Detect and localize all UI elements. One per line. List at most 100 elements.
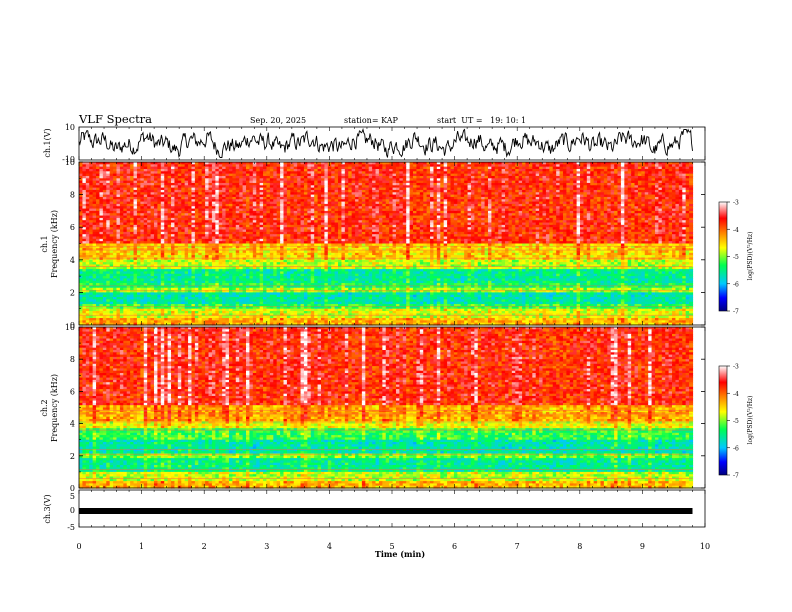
spectrogram-cell	[447, 168, 452, 172]
spectrogram-cell	[266, 171, 271, 175]
spectrogram-cell	[539, 164, 544, 168]
spectrogram-cell	[355, 180, 360, 184]
spectrogram-cell	[552, 168, 557, 172]
spectrogram-cell	[430, 171, 435, 175]
spectrogram-cell	[624, 175, 629, 179]
spectrogram-cell	[689, 178, 694, 182]
spectrogram-cell	[603, 178, 608, 182]
spectrogram-cell	[423, 175, 428, 179]
spectrogram-cell	[644, 182, 649, 186]
spectrogram-cell	[218, 162, 223, 165]
spectrogram-cell	[191, 162, 196, 165]
spectrogram-cell	[395, 178, 400, 182]
spectrogram-cell	[682, 166, 687, 170]
spectrogram-cell	[205, 162, 210, 165]
spectrogram-cell	[208, 180, 213, 184]
spectrogram-cell	[290, 178, 295, 182]
spectrogram-cell	[239, 175, 244, 179]
spectrogram-cell	[603, 173, 608, 177]
spectrogram-cell	[177, 168, 182, 172]
spectrogram-cell	[559, 175, 564, 179]
spectrogram-cell	[300, 180, 305, 184]
spectrogram-cell	[617, 175, 622, 179]
spectrogram-cell	[150, 164, 155, 168]
spectrogram-cell	[218, 168, 223, 172]
spectrogram-cell	[160, 185, 165, 189]
spectrogram-cell	[96, 178, 101, 182]
spectrogram-cell	[505, 164, 510, 168]
spectrogram-cell	[334, 182, 339, 186]
spectrogram-cell	[116, 173, 121, 177]
spectrogram-cell	[522, 175, 527, 179]
spectrogram-cell	[246, 185, 251, 189]
spectrogram-cell	[82, 164, 87, 168]
spectrogram-cell	[147, 180, 152, 184]
spectrogram-cell	[644, 168, 649, 172]
spectrogram-cell	[215, 171, 220, 175]
spectrogram-cell	[440, 182, 445, 186]
spectrogram-cell	[416, 168, 421, 172]
spectrogram-cell	[593, 175, 598, 179]
spectrogram-cell	[208, 171, 213, 175]
spectrogram-cell	[324, 185, 329, 189]
spectrogram-cell	[505, 173, 510, 177]
spectrogram-cell	[614, 166, 619, 170]
spectrogram-cell	[102, 180, 107, 184]
spectrogram-cell	[552, 173, 557, 177]
spectrogram-cell	[177, 175, 182, 179]
spectrogram-cell	[528, 178, 533, 182]
spectrogram-cell	[269, 175, 274, 179]
spectrogram-cell	[382, 173, 387, 177]
spectrogram-cell	[450, 175, 455, 179]
spectrogram-cell	[348, 180, 353, 184]
spectrogram-cell	[113, 180, 118, 184]
spectrogram-cell	[498, 168, 503, 172]
spectrogram-cell	[314, 185, 319, 189]
spectrogram-cell	[406, 166, 411, 170]
spectrogram-cell	[344, 168, 349, 172]
spectrogram-cell	[617, 180, 622, 184]
spectrogram-cell	[460, 162, 465, 165]
spectrogram-cell	[201, 175, 206, 179]
spectrogram-cell	[201, 168, 206, 172]
spectrogram-cell	[249, 162, 254, 165]
spectrogram-cell	[549, 171, 554, 175]
spectrogram-cell	[505, 185, 510, 189]
spectrogram-cell	[327, 173, 332, 177]
spectrogram-cell	[246, 182, 251, 186]
spectrogram-cell	[385, 162, 390, 165]
spectrogram-cell	[382, 164, 387, 168]
spectrogram-cell	[556, 164, 561, 168]
spectrogram-cell	[174, 182, 179, 186]
spectrogram-cell	[651, 164, 656, 168]
spectrogram-cell	[464, 166, 469, 170]
spectrogram-cell	[614, 180, 619, 184]
spectrogram-cell	[392, 182, 397, 186]
spectrogram-cell	[569, 173, 574, 177]
spectrogram-cell	[525, 178, 530, 182]
spectrogram-cell	[545, 180, 550, 184]
spectrogram-cell	[450, 173, 455, 177]
spectrogram-cell	[522, 185, 527, 189]
spectrogram-cell	[474, 178, 479, 182]
spectrogram-cell	[324, 175, 329, 179]
spectrogram-cell	[153, 185, 158, 189]
spectrogram-cell	[235, 180, 240, 184]
spectrogram-cell	[576, 180, 581, 184]
spectrogram-cell	[123, 182, 128, 186]
spectrogram-cell	[426, 180, 431, 184]
spectrogram-cell	[263, 173, 268, 177]
spectrogram-cell	[92, 182, 97, 186]
spectrogram-cell	[549, 164, 554, 168]
spectrogram-cell	[116, 180, 121, 184]
spectrogram-cell	[297, 166, 302, 170]
spectrogram-cell	[508, 185, 513, 189]
spectrogram-cell	[235, 166, 240, 170]
spectrogram-cell	[678, 171, 683, 175]
spectrogram-cell	[515, 178, 520, 182]
spectrogram-cell	[263, 178, 268, 182]
spectrogram-cell	[562, 171, 567, 175]
spectrogram-cell	[409, 180, 414, 184]
spectrogram-cell	[634, 162, 639, 165]
